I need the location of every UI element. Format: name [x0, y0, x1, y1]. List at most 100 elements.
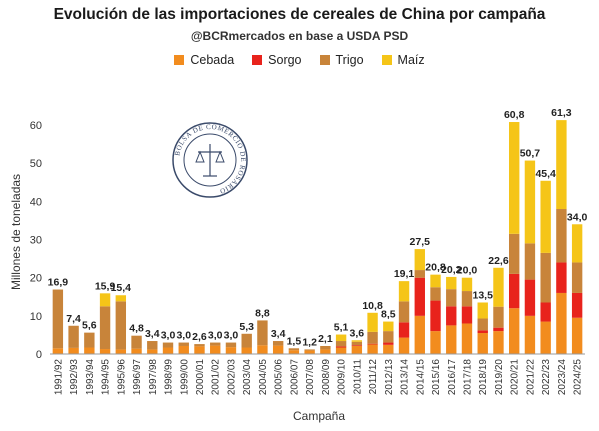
x-tick-label: 2012/13 — [384, 359, 395, 396]
bar-total-label: 20,8 — [425, 262, 446, 274]
bar-segment-cebada — [477, 333, 488, 354]
bar-segment-trigo — [383, 331, 394, 343]
bar-segment-cebada — [398, 337, 410, 354]
bar-segment-cebada — [320, 349, 331, 354]
legend-label-trigo: Trigo — [335, 53, 364, 67]
bcr-seal-watermark: BOLSA DE COMERCIO DE ROSARIO — [172, 122, 248, 198]
legend-item-trigo: Trigo — [319, 53, 364, 67]
x-tick-label: 1995/96 — [116, 359, 127, 396]
bar-segment-cebada — [225, 347, 237, 354]
y-tick-label: 40 — [30, 196, 42, 208]
bar-segment-cebada — [540, 321, 551, 354]
bar-segment-sorgo — [335, 346, 347, 348]
bar-segment-cebada — [68, 347, 79, 354]
bar-segment-cebada — [288, 350, 300, 354]
bar-segment-maiz — [367, 312, 378, 332]
bar-segment-cebada — [524, 315, 536, 354]
bar-segment-cebada — [272, 345, 284, 354]
bar-segment-trigo — [115, 301, 127, 350]
bar-total-label: 20,0 — [457, 265, 478, 277]
bar-segment-trigo — [398, 301, 410, 323]
x-axis: 1991/92 1992/93 1993/94 1994/95 1995/96 1996/… — [50, 353, 585, 396]
bar-segment-trigo — [367, 331, 378, 344]
bar-total-label: 3,4 — [271, 328, 286, 340]
bar-segment-cebada — [446, 325, 457, 354]
bar-segment-cebada — [99, 349, 111, 354]
bar-total-label: 27,5 — [410, 236, 431, 248]
bar-total-label: 22,6 — [488, 255, 509, 267]
bar-segment-trigo — [446, 289, 457, 307]
bar-segment-cebada — [367, 344, 378, 354]
bar-segment-trigo — [131, 335, 142, 349]
bar-segment-cebada — [304, 350, 315, 354]
bar-segment-cebada — [84, 347, 95, 354]
legend-swatch-maiz — [381, 55, 392, 65]
x-tick-label: 2016/17 — [447, 359, 458, 396]
bar-segment-trigo — [257, 320, 268, 346]
bar-segment-trigo — [335, 341, 347, 347]
bar-segment-trigo — [509, 233, 520, 274]
bar-total-label: 15,9 — [95, 280, 116, 292]
bar-segment-trigo — [571, 262, 583, 293]
bar-segment-cebada — [509, 308, 520, 354]
x-tick-label: 2021/22 — [525, 359, 536, 396]
x-tick-label: 2020/21 — [510, 359, 521, 396]
bar-total-label: 3,0 — [224, 330, 239, 342]
bar-segment-cebada — [178, 345, 189, 354]
bar-segment-maiz — [477, 302, 488, 319]
x-tick-label: 1993/94 — [85, 359, 96, 396]
bar-segment-cebada — [571, 317, 583, 354]
bar-segment-maiz — [351, 340, 363, 342]
bar-segment-maiz — [383, 321, 394, 332]
bar-segment-trigo — [147, 341, 158, 350]
bar-segment-maiz — [493, 267, 504, 307]
chart-subtitle: @BCRmercados en base a USDA PSD — [190, 29, 409, 43]
legend-swatch-trigo — [319, 55, 330, 65]
bar-segment-sorgo — [493, 327, 504, 332]
bar-total-label: 3,0 — [161, 330, 176, 342]
bar-segment-cebada — [335, 347, 347, 354]
bar-segment-trigo — [194, 344, 205, 347]
bar-segment-trigo — [351, 341, 363, 346]
bar-segment-cebada — [162, 347, 174, 354]
legend-item-maiz: Maíz — [381, 53, 425, 67]
bar-segment-sorgo — [509, 273, 520, 309]
x-tick-label: 1997/98 — [148, 359, 159, 396]
legend-swatch-cebada — [174, 55, 185, 65]
bar-segment-trigo — [304, 349, 315, 351]
x-tick-label: 2003/04 — [242, 359, 253, 396]
x-tick-label: 1991/92 — [53, 359, 64, 396]
bar-segment-sorgo — [571, 292, 583, 318]
x-tick-label: 1998/99 — [164, 359, 175, 396]
bar-segment-trigo — [272, 341, 284, 346]
bar-total-label: 19,1 — [394, 268, 415, 280]
bar-segment-cebada — [493, 331, 504, 354]
bar-segment-cebada — [115, 349, 127, 354]
bar-segment-sorgo — [446, 306, 457, 326]
bar-segment-sorgo — [540, 302, 551, 322]
x-tick-label: 2022/23 — [541, 359, 552, 396]
x-tick-label: 1996/97 — [132, 359, 143, 396]
bar-segment-trigo — [178, 342, 189, 346]
bar-total-label: 3,6 — [350, 327, 365, 339]
bar-total-label: 5,1 — [334, 322, 349, 334]
bar-segment-trigo — [68, 325, 79, 348]
x-tick-label: 2011/12 — [368, 359, 379, 395]
bar-total-label: 45,4 — [535, 168, 556, 180]
bar-segment-cebada — [131, 348, 142, 354]
x-tick-label: 2004/05 — [258, 359, 269, 396]
bar-segment-cebada — [461, 323, 473, 354]
bar-total-label: 16,9 — [48, 277, 69, 289]
legend-swatch-sorgo — [252, 55, 263, 65]
bar-segment-cebada — [210, 345, 221, 354]
bar-total-label: 1,5 — [287, 335, 302, 347]
bar-segment-sorgo — [524, 279, 536, 316]
legend-label-maiz: Maíz — [397, 53, 425, 67]
x-tick-label: 1994/95 — [101, 359, 112, 396]
y-tick-label: 50 — [30, 158, 42, 170]
bar-segment-cebada — [257, 345, 268, 354]
bar-segment-maiz — [335, 334, 347, 342]
bar-segment-cebada — [383, 344, 394, 354]
bar-segment-sorgo — [461, 306, 473, 324]
bar-segment-cebada — [194, 346, 205, 354]
